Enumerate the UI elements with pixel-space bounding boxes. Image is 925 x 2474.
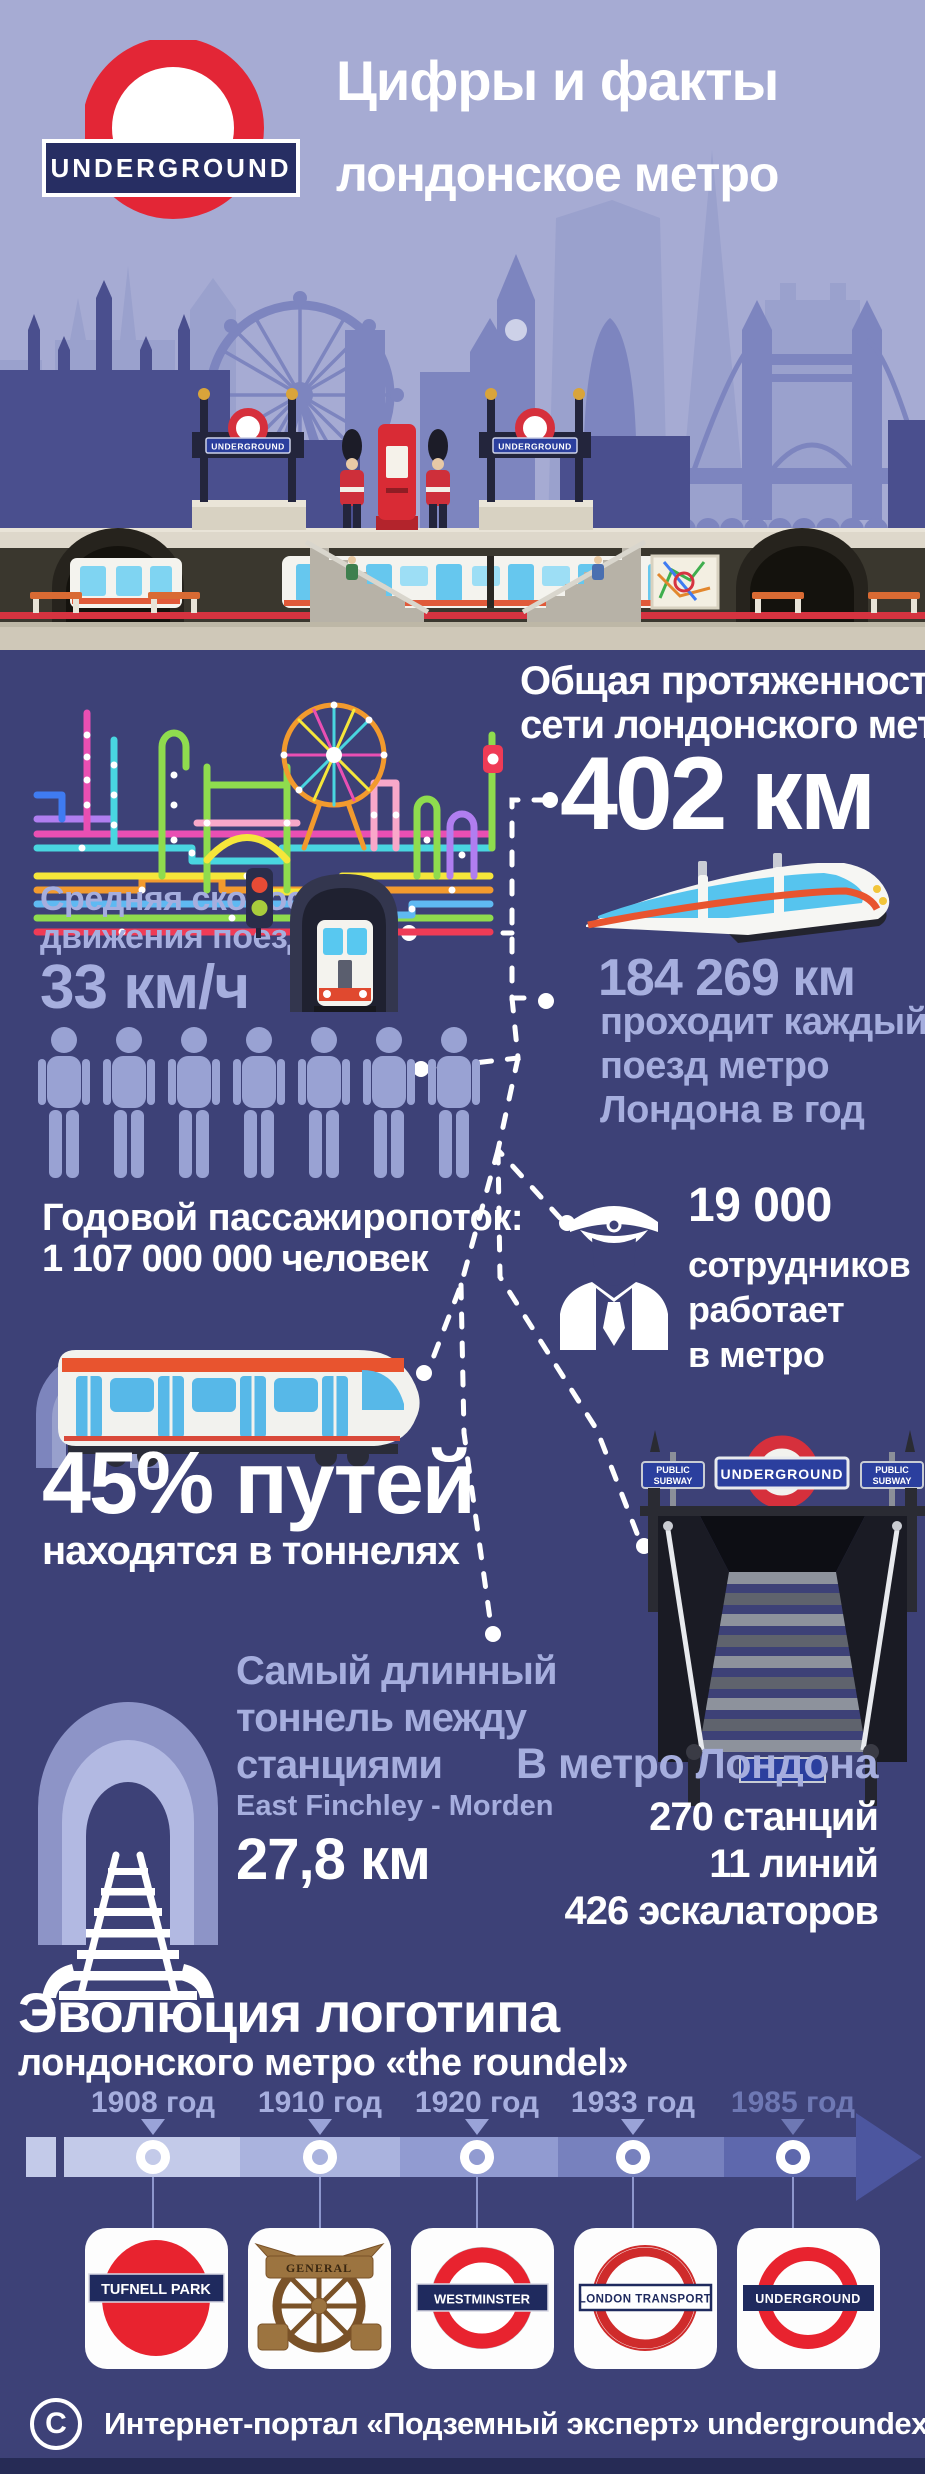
entrance-underground-sign: UNDERGROUND xyxy=(721,1466,844,1482)
longest-tunnel-route: East Finchley - Morden xyxy=(236,1790,554,1822)
timeline-year-1985: 1985 год xyxy=(730,2086,856,2119)
train-distance-line3: Лондона в год xyxy=(600,1089,865,1131)
logo-card-1933: LONDON TRANSPORT xyxy=(574,2228,717,2369)
fast-train-icon xyxy=(586,853,890,943)
staff-count-value: 19 000 xyxy=(688,1179,832,1232)
longest-tunnel-line2: тоннель между xyxy=(236,1696,527,1740)
gantry-sign-label: UNDERGROUND xyxy=(498,442,572,452)
underground-logo-label: UNDERGROUND xyxy=(50,152,292,183)
red-pillar-postbox xyxy=(376,424,418,530)
longest-tunnel-line3: станциями xyxy=(236,1743,443,1787)
logo-evolution-cards: TUFNELL PARK GENERAL xyxy=(85,2228,880,2369)
stations-count: 270 станций xyxy=(649,1795,879,1839)
page-subtitle: лондонское метро xyxy=(336,146,779,202)
logo-card-1920: WESTMINSTER xyxy=(411,2228,554,2369)
timeline-year-1910: 1910 год xyxy=(257,2086,383,2119)
public-subway-sign-right-line2: SUBWAY xyxy=(873,1476,912,1486)
tunnel-share-label: находятся в тоннелях xyxy=(42,1529,460,1573)
train-distance-line2: поезд метро xyxy=(600,1045,830,1087)
royal-guard-left xyxy=(340,429,364,528)
escalators-count: 426 эскалаторов xyxy=(564,1889,879,1933)
timeline-pointers xyxy=(141,2119,805,2135)
public-subway-sign-left-line2: SUBWAY xyxy=(654,1476,693,1486)
tunnel-tracks-icon xyxy=(38,1702,218,2000)
staff-line3: в метро xyxy=(688,1334,825,1375)
timeline-year-1933: 1933 год xyxy=(570,2086,696,2119)
timeline-year-1908: 1908 год xyxy=(90,2086,216,2119)
logo-card-1908: TUFNELL PARK xyxy=(85,2228,228,2369)
underground-logo-bar: UNDERGROUND xyxy=(46,143,296,193)
footer-credit: Интернет-портал «Подземный эксперт» unde… xyxy=(104,2406,925,2441)
train-distance-line1: проходит каждый xyxy=(600,1001,925,1043)
avg-speed-value: 33 км/ч xyxy=(40,953,250,1022)
train-distance-value: 184 269 км xyxy=(598,949,856,1007)
bottom-strip xyxy=(0,2458,925,2474)
metro-map-poster xyxy=(650,554,720,610)
network-length-label-line1: Общая протяженность xyxy=(520,659,925,703)
timeline-arrow xyxy=(26,2113,922,2228)
royal-guard-right xyxy=(426,429,450,528)
metro-entrance-gantry-left: UNDERGROUND xyxy=(192,388,306,530)
logo-1910-label: GENERAL xyxy=(286,2261,352,2275)
metro-train-icon xyxy=(36,1350,420,1468)
staff-line1: сотрудников xyxy=(688,1244,911,1285)
evolution-title: Эволюция логотипа xyxy=(18,1981,560,2044)
passengers-label: Годовой пассажиропоток: xyxy=(42,1197,524,1239)
longest-tunnel-value: 27,8 км xyxy=(236,1827,431,1892)
metro-employee-icon xyxy=(560,1206,668,1350)
footer: C Интернет-портал «Подземный эксперт» un… xyxy=(30,2398,925,2450)
metro-entrance-gantry-right: UNDERGROUND xyxy=(479,388,593,530)
underground-roundel-logo xyxy=(85,40,264,219)
logo-1920-label: WESTMINSTER xyxy=(434,2292,531,2307)
metro-entrance-illustration: PUBLIC SUBWAY PUBLIC SUBWAY UNDERGROUND xyxy=(640,1430,925,1806)
gantry-sign-label: UNDERGROUND xyxy=(211,442,285,452)
public-subway-sign-left-line1: PUBLIC xyxy=(656,1465,690,1475)
stations-block-title: В метро Лондона xyxy=(515,1740,879,1788)
avg-speed-label-line2: движения поезда: xyxy=(40,918,338,956)
platform-train-small xyxy=(70,558,182,608)
logo-1933-label: LONDON TRANSPORT xyxy=(579,2294,712,2306)
evolution-subtitle: лондонского метро «the roundel» xyxy=(18,2042,629,2084)
network-length-label-line2: сети лондонского метро: xyxy=(520,703,925,747)
logo-card-1910: GENERAL xyxy=(248,2228,391,2369)
timeline-nodes xyxy=(136,2140,810,2174)
copyright-icon: C xyxy=(30,2398,82,2450)
logo-1985-label: UNDERGROUND xyxy=(755,2292,861,2306)
passengers-value: 1 107 000 000 человек xyxy=(42,1238,429,1280)
staircase-right xyxy=(521,539,647,622)
public-subway-sign-right-line1: PUBLIC xyxy=(875,1465,909,1475)
lines-count: 11 линий xyxy=(709,1842,879,1886)
passengers-people-icons xyxy=(38,1027,480,1178)
benches xyxy=(30,592,920,613)
staff-line2: работает xyxy=(688,1289,845,1330)
logo-card-1985: UNDERGROUND xyxy=(737,2228,880,2369)
longest-tunnel-line1: Самый длинный xyxy=(236,1649,558,1693)
page-title: Цифры и факты xyxy=(336,49,779,112)
timeline-year-1920: 1920 год xyxy=(414,2086,540,2119)
staircase-left xyxy=(304,539,430,622)
metro-map-skyline-art xyxy=(33,701,503,936)
logo-1908-label: TUFNELL PARK xyxy=(101,2282,211,2298)
train-in-tunnel-icon xyxy=(246,868,398,1012)
network-length-value: 402 км xyxy=(560,736,876,852)
tunnel-share-value: 45% путей xyxy=(42,1433,476,1532)
london-scene-illustration: UNDERGROUND UNDERGROUND xyxy=(0,0,925,650)
